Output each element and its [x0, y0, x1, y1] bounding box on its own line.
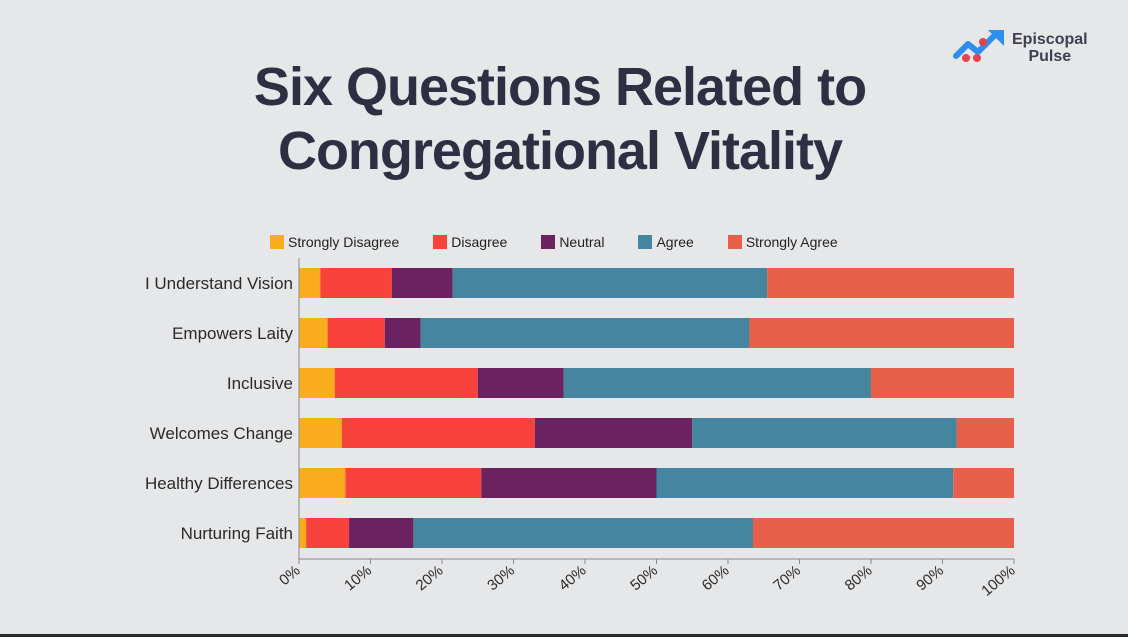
legend-label: Disagree — [451, 234, 508, 250]
bar-segment — [481, 468, 657, 498]
bar-segment — [334, 368, 478, 398]
bar-segment — [563, 368, 871, 398]
bar-segment — [349, 518, 414, 548]
x-tick-label: 100% — [978, 562, 1018, 600]
trend-arrow-icon — [953, 30, 1004, 62]
legend-item-3: Agree — [638, 234, 694, 250]
x-tick-label: 20% — [413, 562, 447, 594]
bar-segment — [299, 418, 342, 448]
x-tick-label: 70% — [770, 562, 804, 594]
category-label: Inclusive — [227, 374, 293, 393]
chart-title: Six Questions Related to Congregational … — [160, 55, 960, 183]
x-tick-label: 90% — [913, 562, 947, 594]
x-tick-label: 30% — [484, 562, 518, 594]
legend-item-2: Neutral — [541, 234, 604, 250]
legend-swatch — [270, 235, 284, 249]
bar-segment — [753, 518, 1014, 548]
chart-title-line-1: Six Questions Related to — [253, 57, 867, 117]
bar-segment — [306, 518, 350, 548]
x-tick-label: 0% — [276, 562, 304, 589]
logo-line-1: Episcopal — [1012, 31, 1088, 48]
logo-line-2: Pulse — [1028, 48, 1072, 65]
category-label: I Understand Vision — [145, 274, 293, 293]
bar-segment — [384, 318, 421, 348]
category-label: Empowers Laity — [172, 324, 293, 343]
bar-segment — [420, 318, 750, 348]
x-tick-label: 40% — [556, 562, 590, 594]
legend-label: Strongly Agree — [745, 234, 838, 250]
bar-segment — [320, 268, 392, 298]
bar-segment — [767, 268, 1014, 298]
bar-segment — [749, 318, 1014, 348]
bar-segment — [413, 518, 754, 548]
legend-label: Neutral — [559, 234, 605, 250]
episcopal-pulse-logo: Episcopal Pulse — [952, 28, 1112, 68]
legend-swatch — [433, 235, 448, 249]
bar-segment — [341, 418, 535, 448]
legend-item-0: Strongly Disagree — [270, 234, 399, 250]
category-label: Welcomes Change — [150, 424, 293, 443]
bar-segment — [299, 518, 307, 548]
legend-label: Agree — [656, 234, 694, 250]
bar-segment — [327, 318, 385, 348]
bar-segment — [692, 418, 957, 448]
bar-segment — [953, 468, 1014, 498]
bar-segment — [299, 318, 328, 348]
bar-segment — [656, 468, 954, 498]
bottom-divider — [0, 634, 1128, 637]
legend-swatch — [541, 235, 556, 249]
x-tick-label: 60% — [699, 562, 733, 594]
legend-label: Strongly Disagree — [288, 234, 400, 250]
chart-title-line-2: Congregational Vitality — [277, 121, 843, 181]
bar-segment — [956, 418, 1014, 448]
bar-segment — [299, 368, 335, 398]
bar-segment — [534, 418, 693, 448]
bar-segment — [477, 368, 564, 398]
category-label: Healthy Differences — [145, 474, 293, 493]
category-label: Nurturing Faith — [181, 524, 293, 543]
legend-swatch — [727, 235, 742, 249]
legend-item-4: Strongly Agree — [727, 234, 838, 250]
legend-item-1: Disagree — [433, 234, 507, 250]
x-tick-label: 50% — [627, 562, 661, 594]
bar-segment — [391, 268, 453, 298]
bar-segment — [299, 468, 346, 498]
bar-segment — [452, 268, 768, 298]
x-tick-label: 10% — [341, 562, 375, 594]
bar-segment — [871, 368, 1014, 398]
bar-segment — [345, 468, 482, 498]
bar-segment — [299, 268, 321, 298]
legend-swatch — [638, 235, 653, 249]
x-tick-label: 80% — [842, 562, 876, 594]
logo-wordmark: Episcopal Pulse — [1012, 31, 1088, 65]
chart-legend: Strongly Disagree Disagree Neutral Agree Str… — [270, 232, 872, 252]
